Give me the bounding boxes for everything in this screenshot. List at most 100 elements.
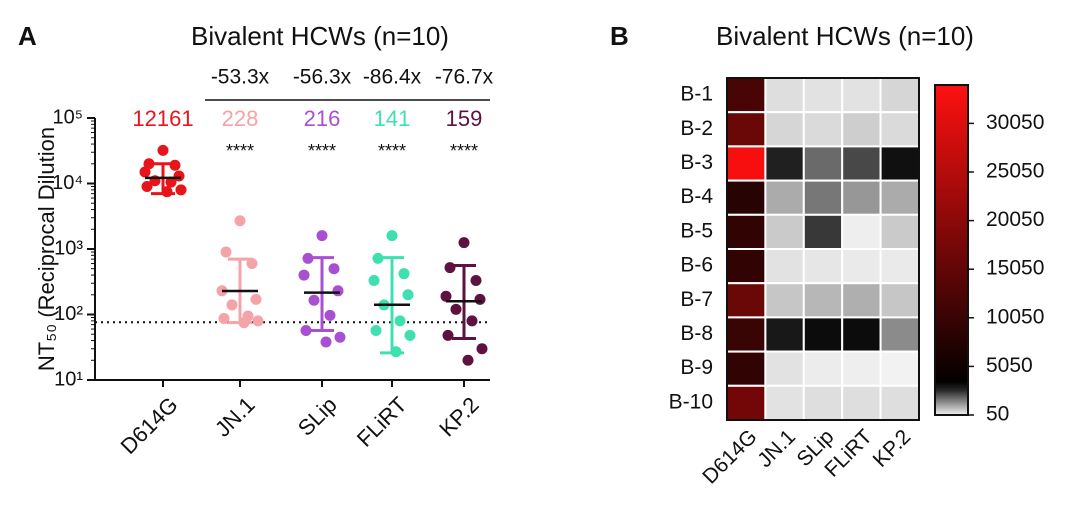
data-point [404, 329, 416, 341]
row-label: B-4 [680, 185, 713, 208]
heatmap-cell [764, 111, 805, 148]
heatmap-cell [841, 145, 882, 182]
heatmap-cell [764, 282, 805, 319]
row-label: B-3 [680, 151, 713, 174]
x-tick-label: SLip [293, 392, 342, 441]
y-tick-label: 10¹ [54, 368, 83, 390]
mean-label: 141 [374, 106, 411, 131]
heatmap-cell [764, 145, 805, 182]
heatmap-cell [879, 145, 920, 182]
significance-label: **** [378, 141, 406, 161]
mean-label: 159 [446, 106, 483, 131]
heatmap-cell [841, 213, 882, 251]
data-point [143, 158, 155, 170]
heatmap-cell [726, 282, 767, 319]
data-point [476, 343, 488, 355]
fold-change-label: -53.3x [211, 66, 270, 89]
row-label: B-6 [680, 254, 713, 277]
heatmap-cell [726, 111, 767, 148]
heatmap-cell [802, 145, 844, 182]
data-point [234, 215, 246, 227]
data-point [440, 290, 452, 302]
heatmap-cell [802, 384, 844, 421]
heatmap-cell [841, 350, 882, 387]
fold-change-label: -76.7x [435, 66, 494, 89]
significance-label: **** [308, 141, 336, 161]
data-point [332, 285, 344, 297]
heatmap-cell [802, 213, 844, 251]
fold-change-label: -86.4x [363, 66, 422, 89]
heatmap-cell [726, 350, 767, 387]
data-point [302, 252, 314, 264]
colorbar [934, 84, 969, 416]
heatmap-frame [726, 77, 920, 421]
y-tick-label: 10⁵ [52, 106, 83, 128]
colorbar-tick-label: 25050 [986, 160, 1044, 183]
heatmap-cell [841, 282, 882, 319]
heatmap-cell [879, 77, 920, 114]
x-tick-label: FLiRT [352, 392, 412, 452]
data-point [444, 262, 456, 274]
row-label: B-8 [680, 322, 713, 345]
heatmap-cell [879, 111, 920, 148]
fold-change-label: -56.3x [293, 66, 352, 89]
data-point [316, 230, 328, 242]
chart-title: Bivalent HCWs (n=10) [716, 21, 974, 51]
mean-label: 216 [304, 106, 341, 131]
data-point [250, 293, 262, 305]
data-point [442, 329, 454, 341]
column-label: KP.2 [869, 425, 916, 472]
data-point [450, 303, 462, 315]
heatmap-cell [841, 77, 882, 114]
data-point [308, 294, 320, 306]
heatmap-cell [802, 282, 844, 319]
heatmap-cell [879, 384, 920, 421]
colorbar-tick-label: 10050 [986, 305, 1044, 328]
heatmap-cell [841, 248, 882, 285]
heatmap-cell [764, 77, 805, 114]
y-tick-label: 10⁴ [52, 172, 83, 194]
data-point [372, 252, 384, 264]
data-point [328, 263, 340, 275]
column-label: D614G [698, 425, 761, 488]
data-point [218, 312, 230, 324]
data-point [324, 309, 336, 321]
colorbar-tick-label: 15050 [986, 257, 1044, 280]
colorbar-tick-label: 5050 [986, 354, 1033, 377]
heatmap-cell [764, 350, 805, 387]
data-point [298, 269, 310, 281]
colorbar-tick-label: 50 [986, 403, 1009, 426]
panel-label: B [610, 21, 629, 51]
data-point [466, 315, 478, 327]
heatmap-cell [764, 384, 805, 421]
heatmap-cell [841, 316, 882, 353]
data-point [402, 289, 414, 301]
x-tick-label: D614G [116, 392, 183, 459]
heatmap-cell [726, 213, 767, 251]
data-point [220, 246, 232, 258]
heatmap-cell [764, 213, 805, 251]
data-point [139, 166, 151, 178]
heatmap-cell [841, 111, 882, 148]
data-point [398, 268, 410, 280]
data-point [334, 331, 346, 343]
data-point [252, 315, 264, 327]
data-point [246, 258, 258, 270]
data-point [462, 354, 474, 366]
row-label: B-2 [680, 117, 713, 140]
heatmap-cell [726, 179, 767, 216]
heatmap-cell [726, 248, 767, 285]
heatmap-cell [879, 213, 920, 251]
significance-label: **** [226, 141, 254, 161]
heatmap-cell [879, 350, 920, 387]
y-tick-label: 10² [54, 303, 83, 325]
row-label: B-9 [680, 356, 713, 379]
colorbar-tick-label: 30050 [986, 111, 1044, 134]
heatmap-cell [841, 384, 882, 421]
heatmap-cell [802, 77, 844, 114]
data-point [175, 184, 187, 196]
row-label: B-1 [680, 83, 713, 106]
y-axis-label: NT₅₀ (Reciprocal Dilution [34, 127, 59, 371]
heatmap-cell [802, 316, 844, 353]
